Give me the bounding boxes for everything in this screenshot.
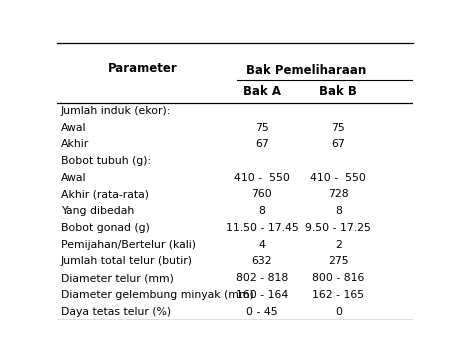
Text: 0 - 45: 0 - 45 (246, 307, 278, 317)
Text: Diameter telur (mm): Diameter telur (mm) (61, 273, 174, 283)
Text: Bak Pemeliharaan: Bak Pemeliharaan (246, 64, 366, 77)
Text: 67: 67 (331, 139, 345, 149)
Text: 760: 760 (252, 190, 272, 200)
Text: 75: 75 (331, 122, 345, 132)
Text: 275: 275 (328, 256, 349, 266)
Text: Jumlah total telur (butir): Jumlah total telur (butir) (61, 256, 193, 266)
Text: 75: 75 (255, 122, 269, 132)
Text: 802 - 818: 802 - 818 (236, 273, 288, 283)
Text: Daya tetas telur (%): Daya tetas telur (%) (61, 307, 171, 317)
Text: Parameter: Parameter (108, 62, 178, 75)
Text: Diameter gelembung minyak (mm): Diameter gelembung minyak (mm) (61, 290, 254, 300)
Text: Bak A: Bak A (243, 85, 281, 98)
Text: 728: 728 (328, 190, 349, 200)
Text: 2: 2 (335, 240, 342, 250)
Text: 0: 0 (335, 307, 342, 317)
Text: Akhir (rata-rata): Akhir (rata-rata) (61, 190, 149, 200)
Text: Akhir: Akhir (61, 139, 89, 149)
Text: 410 -  550: 410 - 550 (310, 173, 366, 183)
Text: Awal: Awal (61, 122, 86, 132)
Text: 160 - 164: 160 - 164 (236, 290, 288, 300)
Text: 8: 8 (335, 206, 342, 216)
Text: Yang dibedah: Yang dibedah (61, 206, 134, 216)
Text: 162 - 165: 162 - 165 (312, 290, 364, 300)
Text: 410 -  550: 410 - 550 (234, 173, 290, 183)
Text: 11.50 - 17.45: 11.50 - 17.45 (225, 223, 298, 233)
Text: 800 - 816: 800 - 816 (312, 273, 364, 283)
Text: 67: 67 (255, 139, 269, 149)
Text: 632: 632 (252, 256, 272, 266)
Text: 9.50 - 17.25: 9.50 - 17.25 (305, 223, 371, 233)
Text: Bobot gonad (g): Bobot gonad (g) (61, 223, 150, 233)
Text: Awal: Awal (61, 173, 86, 183)
Text: Bak B: Bak B (319, 85, 358, 98)
Text: 8: 8 (258, 206, 265, 216)
Text: Pemijahan/Bertelur (kali): Pemijahan/Bertelur (kali) (61, 240, 196, 250)
Text: Jumlah induk (ekor):: Jumlah induk (ekor): (61, 106, 171, 116)
Text: Bobot tubuh (g):: Bobot tubuh (g): (61, 156, 151, 166)
Text: 4: 4 (258, 240, 265, 250)
